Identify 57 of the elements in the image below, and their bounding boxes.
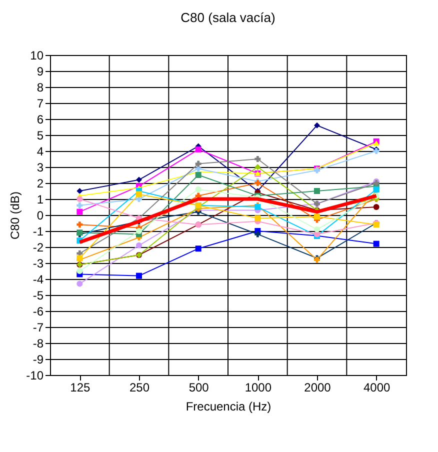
x-tick-label: 125 [70, 380, 90, 394]
y-tick-label: 2 [36, 176, 44, 190]
x-axis-title: Frecuencia (Hz) [186, 400, 272, 414]
x-tick-label: 500 [188, 380, 210, 394]
point [136, 242, 142, 248]
point [136, 272, 142, 279]
y-tick-label: 9 [36, 64, 44, 78]
point [136, 176, 142, 183]
y-tick-label: -4 [32, 272, 44, 286]
point [254, 156, 261, 162]
y-tick-label: -5 [32, 288, 44, 302]
point [195, 146, 202, 152]
point [136, 228, 142, 234]
y-axis-title: C80 (dB) [8, 191, 22, 240]
point [254, 231, 261, 238]
point [314, 226, 320, 232]
point [76, 222, 83, 228]
y-tick-label: 5 [36, 128, 44, 142]
point [195, 160, 202, 167]
point [254, 215, 261, 222]
point [136, 191, 142, 198]
point [373, 240, 380, 247]
y-tick-label: -2 [32, 240, 44, 254]
y-tick-label: -3 [32, 256, 44, 270]
point [195, 172, 202, 178]
y-tick-label: 0 [36, 208, 44, 222]
y-tick-label: 1 [36, 192, 44, 206]
y-tick-label: -1 [32, 224, 44, 238]
x-tick-label: 1000 [244, 380, 272, 394]
y-tick-label: 6 [36, 112, 44, 126]
y-tick-label: -9 [32, 352, 44, 366]
x-tick-label: 4000 [363, 380, 391, 394]
point [314, 188, 320, 194]
y-tick-label: -7 [32, 320, 44, 334]
y-tick-label: 8 [36, 80, 44, 94]
point [76, 202, 83, 208]
point [76, 268, 83, 274]
x-tick-label: 2000 [304, 380, 332, 394]
y-tick-label: -10 [26, 368, 44, 382]
chart-title: C80 (sala vacía) [180, 10, 276, 25]
y-tick-label: 7 [36, 96, 44, 110]
point [76, 196, 83, 202]
x-tick-label: 250 [129, 380, 150, 394]
point [76, 280, 83, 287]
point [76, 208, 83, 215]
point [195, 246, 202, 252]
y-tick-label: 4 [36, 144, 44, 158]
point [254, 164, 261, 170]
point [314, 122, 320, 128]
point [314, 214, 320, 220]
y-tick-label: 3 [36, 160, 44, 174]
point [76, 188, 83, 194]
y-tick-label: -6 [32, 304, 44, 318]
point [195, 186, 202, 192]
y-tick-label: 10 [30, 48, 44, 62]
y-tick-label: -8 [32, 336, 44, 350]
point [373, 204, 380, 210]
